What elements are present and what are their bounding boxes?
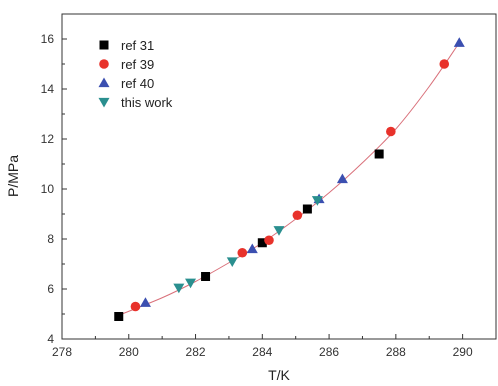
point-ref-39: [237, 247, 248, 258]
data-markers: [114, 37, 465, 321]
y-tick-label: 14: [41, 82, 55, 96]
point-this-work: [273, 226, 285, 236]
point-ref-39: [264, 235, 274, 246]
fit-curve: [118, 42, 460, 316]
legend-label-ref-39: ref 39: [121, 57, 154, 72]
y-axis: 4 6 8 10 12 14 16: [41, 13, 67, 346]
x-tick-label: 286: [319, 345, 339, 359]
point-ref-31: [201, 272, 211, 281]
legend-marker-ref-31: [99, 40, 109, 50]
legend-label-ref-40: ref 40: [121, 76, 154, 91]
point-ref-39: [292, 210, 303, 221]
y-tick-label: 12: [41, 132, 55, 146]
y-tick-label: 8: [47, 232, 54, 246]
y-tick-label: 4: [47, 332, 54, 346]
y-tick-label: 10: [41, 182, 55, 196]
point-this-work: [226, 257, 238, 267]
point-ref-31: [302, 204, 312, 214]
point-ref-39: [386, 126, 396, 137]
x-tick-label: 288: [386, 345, 406, 359]
point-ref-40: [453, 37, 465, 47]
x-tick-label: 284: [252, 345, 272, 359]
legend-label-this-work: this work: [121, 95, 173, 110]
point-ref-31: [114, 312, 124, 321]
legend-label-ref-31: ref 31: [121, 38, 154, 53]
point-ref-31: [374, 149, 384, 159]
point-this-work: [173, 283, 185, 294]
legend-marker-ref-40: [98, 77, 110, 88]
legend-marker-this-work: [98, 97, 110, 108]
legend: ref 31 ref 39 ref 40 this work: [98, 38, 173, 110]
y-tick-label: 16: [41, 32, 55, 46]
x-tick-label: 282: [186, 345, 206, 359]
point-this-work: [185, 278, 197, 289]
y-tick-label: 6: [47, 282, 54, 296]
x-tick-label: 290: [453, 345, 473, 359]
point-ref-40: [336, 173, 348, 184]
point-ref-39: [439, 59, 450, 69]
point-ref-40: [246, 243, 258, 254]
x-axis-title: T/K: [268, 367, 290, 383]
point-ref-39: [130, 301, 141, 312]
y-axis-title: P/MPa: [5, 155, 21, 197]
point-ref-40: [139, 297, 151, 307]
point-this-work: [311, 196, 323, 206]
legend-marker-ref-39: [99, 59, 109, 69]
x-axis: 278 280 282 284 286 288 290: [52, 334, 473, 359]
x-tick-label: 280: [119, 345, 139, 359]
point-ref-31: [257, 238, 267, 248]
x-tick-label: 278: [52, 345, 72, 359]
plot-frame: [61, 13, 497, 340]
